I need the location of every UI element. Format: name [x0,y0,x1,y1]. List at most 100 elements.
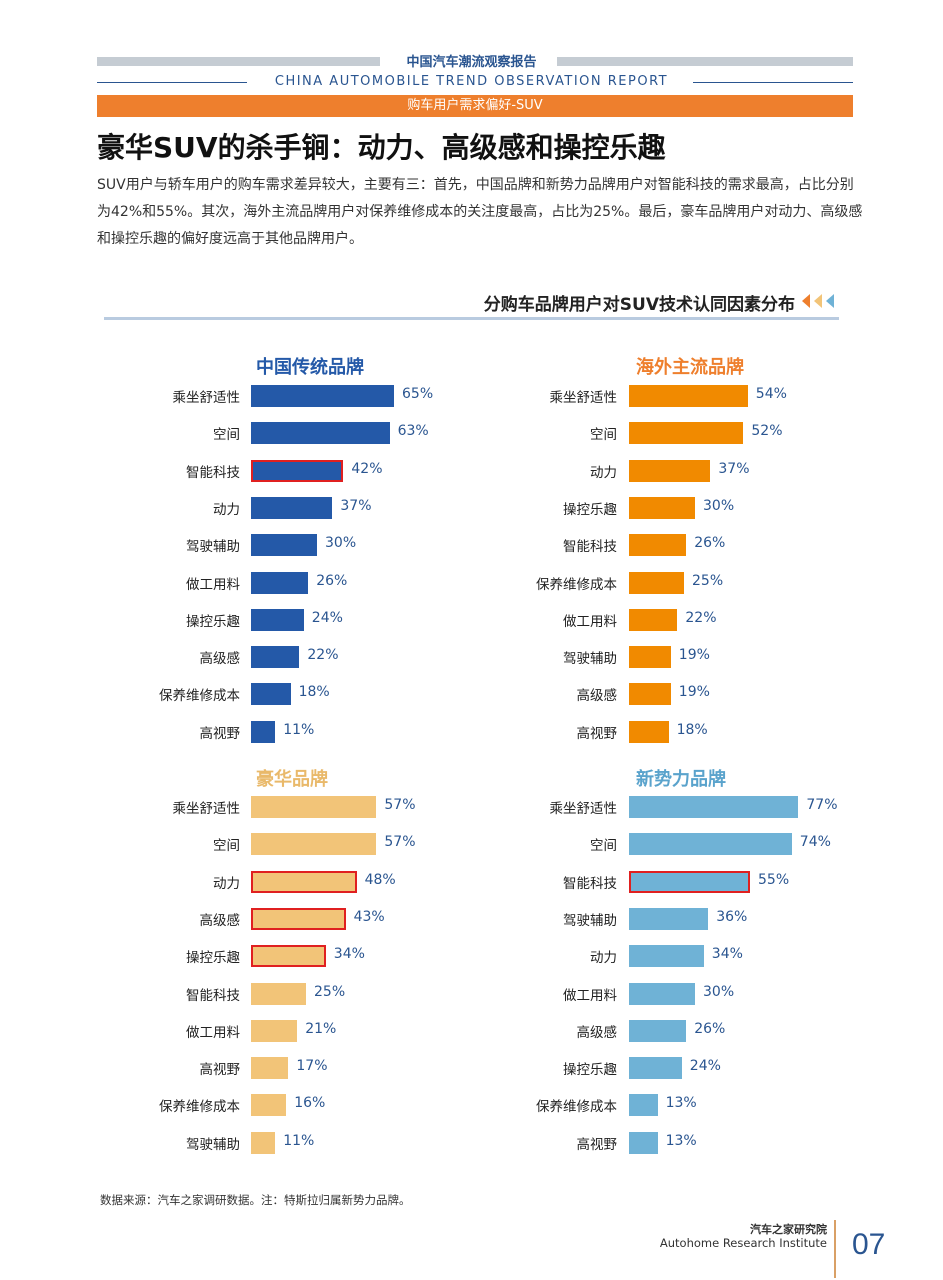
luxury-bar [251,1019,298,1042]
section-divider [104,317,839,320]
cn-traditional-bar [251,683,291,706]
cn-traditional-category-label: 智能科技 [186,464,240,481]
new-force-category-label: 操控乐趣 [563,1062,617,1079]
section-tag: 购车用户需求偏好-SUV [97,95,853,117]
cn-traditional-bar [251,720,276,743]
new-force-category-label: 高级感 [576,1024,618,1041]
new-force-value-label: 36% [716,908,748,925]
cn-traditional-bar [251,459,344,482]
new-force-value-label: 74% [799,834,831,851]
overseas-mainstream-value-label: 52% [751,423,783,440]
new-force-bar [629,796,799,818]
luxury-value-label: 16% [294,1095,326,1112]
luxury-category-label: 动力 [213,875,240,892]
new-force-category-label: 智能科技 [563,875,617,892]
luxury-bar [251,1094,287,1117]
new-force-value-label: 13% [665,1132,697,1149]
cn-traditional-bar [251,646,300,669]
cn-traditional-category-label: 保养维修成本 [159,688,240,705]
report-title-cn: 中国汽车潮流观察报告 [406,55,537,70]
new-force-bar [629,907,709,930]
overseas-mainstream-value-label: 18% [676,721,708,738]
cn-traditional-value-label: 18% [298,684,330,701]
header-line-left [97,82,247,83]
new-force-bar [629,1019,687,1042]
luxury-value-label: 21% [305,1020,337,1037]
overseas-mainstream-panel-title: 海外主流品牌 [636,357,744,378]
overseas-mainstream-bar [629,459,711,482]
overseas-mainstream-category-label: 空间 [590,427,617,444]
cn-traditional-category-label: 驾驶辅助 [186,539,240,556]
header-bar-left [97,57,380,66]
new-force-value-label: 26% [694,1020,726,1037]
source-note: 数据来源：汽车之家调研数据。注：特斯拉归属新势力品牌。 [100,1193,411,1207]
luxury-category-label: 驾驶辅助 [186,1136,240,1153]
overseas-mainstream-bar [629,534,687,557]
cn-traditional-bar [251,385,394,407]
institute-name-cn: 汽车之家研究院 [750,1223,827,1236]
cn-traditional-value-label: 30% [325,535,357,552]
luxury-category-label: 智能科技 [186,987,240,1004]
intro-paragraph: SUV用户与轿车用户的购车需求差异较大，主要有三：首先，中国品牌和新势力品牌用户… [97,177,863,247]
luxury-value-label: 57% [384,797,416,813]
luxury-category-label: 高视野 [199,1062,241,1079]
cn-traditional-category-label: 高级感 [199,651,241,668]
cn-traditional-category-label: 空间 [213,427,240,444]
overseas-mainstream-bar [629,571,684,594]
luxury-bar [251,870,357,893]
cn-traditional-bar [251,422,390,445]
luxury-bar [251,796,377,818]
cn-traditional-bar [251,608,304,631]
new-force-bar [629,982,695,1005]
luxury-value-label: 34% [333,946,365,963]
cn-traditional-value-label: 63% [397,423,429,440]
new-force-value-label: 13% [665,1095,697,1112]
new-force-category-label: 驾驶辅助 [563,912,617,929]
new-force-bar [629,1094,658,1117]
new-force-value-label: 24% [689,1058,721,1075]
luxury-value-label: 25% [314,983,346,1000]
new-force-bar [629,870,750,893]
cn-traditional-bar [251,571,309,594]
luxury-bar [251,907,346,930]
new-force-category-label: 高视野 [576,1136,618,1153]
luxury-category-label: 高级感 [199,912,241,929]
overseas-mainstream-value-label: 22% [685,609,717,626]
overseas-mainstream-bar [629,422,744,445]
cn-traditional-value-label: 37% [340,497,372,514]
overseas-mainstream-category-label: 驾驶辅助 [563,651,617,668]
luxury-category-label: 操控乐趣 [186,950,240,967]
overseas-mainstream-bar [629,646,671,669]
new-force-category-label: 做工用料 [563,987,617,1004]
cn-traditional-category-label: 操控乐趣 [186,613,240,630]
cn-traditional-value-label: 22% [307,647,339,664]
luxury-category-label: 保养维修成本 [159,1099,240,1116]
luxury-bar [251,945,326,968]
overseas-mainstream-category-label: 高视野 [576,725,618,742]
new-force-bar [629,833,792,856]
overseas-mainstream-category-label: 乘坐舒适性 [549,390,618,406]
luxury-bar [251,982,306,1005]
chart-section-title: 分购车品牌用户对SUV技术认同因素分布 [483,295,795,315]
new-force-bar [629,1131,658,1154]
luxury-value-label: 43% [353,908,385,925]
overseas-mainstream-bar [629,720,669,743]
overseas-mainstream-value-label: 54% [755,386,787,402]
new-force-bar [629,945,704,968]
page-number: 07 [852,1228,886,1261]
page-title: 豪华SUV的杀手锏：动力、高级感和操控乐趣 [97,131,666,164]
institute-name-en: Autohome Research Institute [659,1236,827,1250]
overseas-mainstream-value-label: 26% [694,535,726,552]
cn-traditional-category-label: 做工用料 [186,576,240,593]
cn-traditional-bar [251,496,333,519]
luxury-bar [251,1131,276,1154]
overseas-mainstream-category-label: 保养维修成本 [536,576,617,593]
triple-arrow-icon [802,294,834,308]
overseas-mainstream-bar [629,608,678,631]
new-force-value-label: 30% [703,983,735,1000]
cn-traditional-value-label: 11% [283,721,315,738]
report-title-en: CHINA AUTOMOBILE TREND OBSERVATION REPOR… [274,74,669,89]
overseas-mainstream-category-label: 智能科技 [563,539,617,556]
luxury-value-label: 57% [384,834,416,851]
new-force-category-label: 动力 [590,950,617,967]
